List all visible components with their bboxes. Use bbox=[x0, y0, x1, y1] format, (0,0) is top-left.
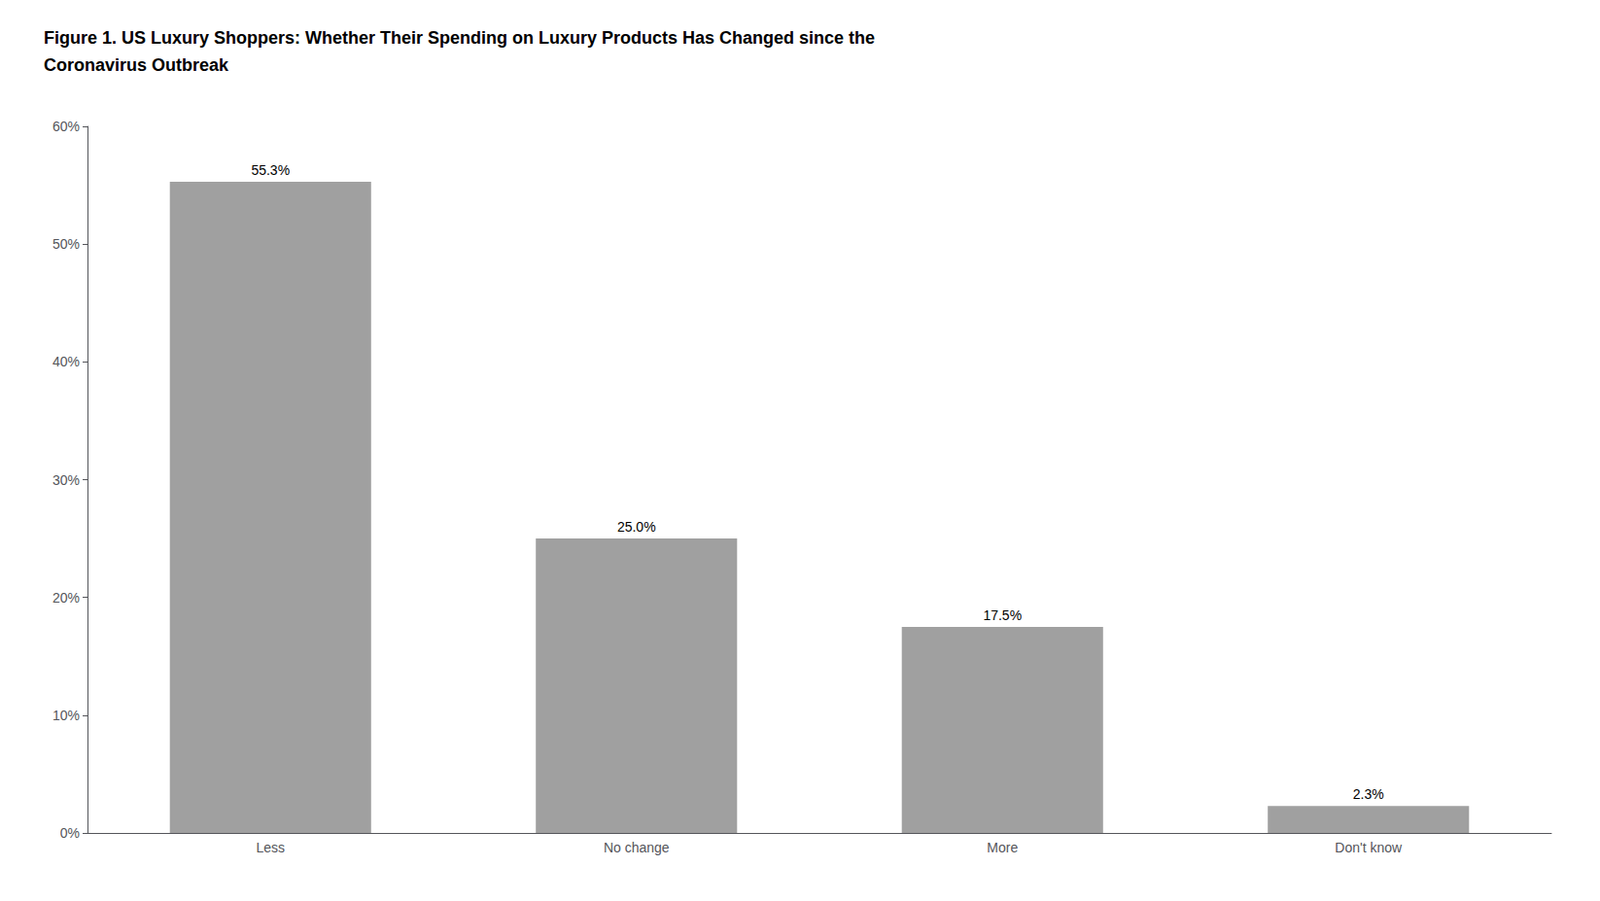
svg-text:17.5%: 17.5% bbox=[982, 607, 1022, 624]
svg-text:More: More bbox=[986, 839, 1018, 856]
svg-text:55.3%: 55.3% bbox=[250, 162, 290, 178]
svg-text:Less: Less bbox=[255, 839, 285, 856]
svg-text:10%: 10% bbox=[52, 707, 80, 724]
svg-text:30%: 30% bbox=[52, 472, 80, 488]
svg-text:Figure 1. US Luxury Shoppers:: Figure 1. US Luxury Shoppers: Whether Th… bbox=[43, 28, 875, 48]
svg-text:No change: No change bbox=[603, 839, 670, 856]
svg-text:0%: 0% bbox=[60, 825, 80, 841]
svg-text:Don't know: Don't know bbox=[1334, 839, 1403, 856]
svg-text:40%: 40% bbox=[52, 353, 80, 370]
svg-text:50%: 50% bbox=[52, 236, 80, 252]
svg-text:20%: 20% bbox=[52, 590, 80, 606]
svg-text:25.0%: 25.0% bbox=[617, 519, 657, 535]
svg-text:60%: 60% bbox=[52, 118, 80, 135]
svg-text:2.3%: 2.3% bbox=[1353, 786, 1385, 802]
svg-text:Coronavirus Outbreak: Coronavirus Outbreak bbox=[43, 55, 230, 75]
